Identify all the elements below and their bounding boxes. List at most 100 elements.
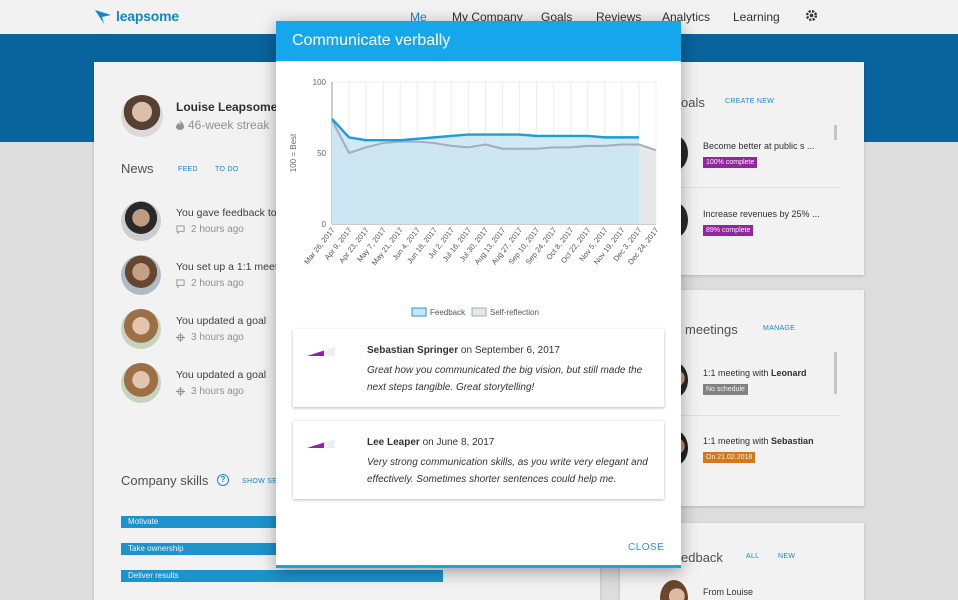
feedback-date: September 6, 2017 [474, 345, 560, 356]
goal-text[interactable]: Increase revenues by 25% ... [703, 209, 820, 219]
news-item-time: 2 hours ago [176, 224, 244, 235]
meeting-prefix: 1:1 meeting with [703, 368, 772, 378]
meeting-status-badge: No schedule [703, 384, 748, 395]
streak-text: 46-week streak [188, 118, 270, 132]
show-self-link[interactable]: SHOW SEL [242, 478, 282, 485]
news-time-text: 2 hours ago [191, 278, 244, 289]
target-icon [176, 333, 185, 342]
meeting-status-badge: On 21.02.2018 [703, 452, 756, 463]
logo-bird-icon [95, 10, 111, 24]
target-icon [176, 387, 185, 396]
nav-learning[interactable]: Learning [733, 10, 780, 24]
series-line-self-reflection [331, 119, 657, 154]
avatar[interactable] [121, 255, 161, 295]
meeting-text[interactable]: 1:1 meeting with Sebastian [703, 436, 814, 446]
legend-label: Feedback [430, 308, 466, 317]
manage-meetings-link[interactable]: MANAGE [763, 325, 796, 332]
scrollbar[interactable] [834, 125, 837, 140]
y-tick-label: 0 [322, 220, 327, 229]
news-item-text: You updated a goal [176, 369, 267, 381]
goal-progress-badge: 100% complete [703, 157, 758, 168]
news-time-text: 2 hours ago [191, 224, 244, 235]
news-time-text: 3 hours ago [191, 386, 244, 397]
divider [640, 187, 840, 188]
news-item-text: You gave feedback to [176, 207, 277, 219]
close-button[interactable]: CLOSE [628, 542, 665, 553]
skill-modal: Communicate verbally 0 50 100 100 = Best Mar… [276, 21, 681, 568]
create-new-goal-link[interactable]: CREATE NEW [725, 98, 775, 105]
feedback-header: Sebastian Springer on September 6, 2017 [367, 345, 560, 356]
legend-label: Self-reflection [490, 308, 539, 317]
meeting-text[interactable]: 1:1 meeting with Leonard [703, 368, 807, 378]
nav-my-company[interactable]: My Company [452, 10, 523, 24]
skill-bar-take-ownership[interactable] [121, 543, 281, 555]
scrollbar[interactable] [834, 352, 837, 394]
leapsome-logo[interactable]: leapsome [94, 7, 179, 25]
help-icon[interactable]: ? [217, 474, 229, 486]
news-item-text: You set up a 1:1 meeti [176, 261, 281, 273]
legend-swatch [411, 307, 427, 317]
modal-header: Communicate verbally [276, 21, 681, 61]
feedback-on-word: on [422, 437, 434, 448]
skill-label: Take ownership [128, 544, 184, 553]
avatar[interactable] [121, 201, 161, 241]
skill-bar-motivate[interactable] [121, 516, 281, 528]
y-tick-label: 50 [317, 149, 326, 158]
streak: 46-week streak [176, 118, 269, 132]
company-skills-title: Company skills [121, 473, 209, 488]
y-tick-label: 100 [313, 78, 327, 87]
feedback-text: Great how you communicated the big visio… [367, 365, 643, 393]
gear-icon[interactable] [805, 9, 818, 22]
skill-label: Motivate [128, 517, 159, 526]
feedback-title: edback [681, 550, 723, 565]
news-item-time: 3 hours ago [176, 386, 244, 397]
signal-strength-icon [307, 347, 335, 356]
feedback-author[interactable]: Sebastian Springer [367, 345, 459, 356]
divider [640, 415, 840, 416]
meetings-title: meetings [685, 322, 738, 337]
nav-analytics[interactable]: Analytics [662, 10, 711, 24]
feedback-author[interactable]: Lee Leaper [367, 437, 420, 448]
feedback-entry: Sebastian Springer on September 6, 2017 … [293, 329, 664, 407]
meeting-prefix: 1:1 meeting with [703, 436, 772, 446]
tab-to-do[interactable]: TO DO [215, 166, 239, 173]
feedback-date: June 8, 2017 [436, 437, 495, 448]
nav-me[interactable]: Me [410, 10, 427, 24]
feedback-entry: Lee Leaper on June 8, 2017 Very strong c… [293, 421, 664, 499]
news-item-time: 3 hours ago [176, 332, 244, 343]
avatar[interactable] [121, 363, 161, 403]
goal-progress-badge: 89% complete [703, 225, 754, 236]
feedback-header: Lee Leaper on June 8, 2017 [367, 437, 494, 448]
y-axis-label: 100 = Best [289, 133, 298, 172]
tab-new[interactable]: NEW [778, 553, 796, 560]
feedback-on-word: on [460, 345, 473, 356]
modal-title: Communicate verbally [292, 32, 451, 49]
user-name: Louise Leapsome [176, 100, 278, 114]
comment-icon [176, 225, 185, 234]
goal-text[interactable]: Become better at public s ... [703, 141, 815, 151]
avatar[interactable] [660, 580, 688, 600]
news-time-text: 3 hours ago [191, 332, 244, 343]
signal-strength-icon [307, 439, 335, 448]
meeting-person: Leonard [771, 368, 807, 378]
news-item-time: 2 hours ago [176, 278, 244, 289]
tab-feed[interactable]: FEED [178, 166, 198, 173]
avatar[interactable] [121, 309, 161, 349]
nav-goals[interactable]: Goals [541, 10, 573, 24]
skill-bar-deliver-results[interactable] [121, 570, 443, 582]
legend-swatch [471, 307, 487, 317]
feedback-item-text[interactable]: From Louise [703, 587, 754, 597]
tab-all[interactable]: ALL [746, 553, 760, 560]
flame-icon [176, 120, 184, 130]
news-title: News [121, 161, 154, 176]
meeting-person: Sebastian [771, 436, 814, 446]
feedback-text: Very strong communication skills, as you… [367, 457, 648, 485]
news-item-text: You updated a goal [176, 315, 267, 327]
skill-label: Deliver results [128, 571, 179, 580]
series-area-feedback [332, 118, 639, 224]
goals-title: oals [681, 95, 705, 110]
nav-reviews[interactable]: Reviews [596, 10, 642, 24]
series-line-feedback [331, 118, 639, 142]
avatar[interactable] [121, 95, 163, 137]
